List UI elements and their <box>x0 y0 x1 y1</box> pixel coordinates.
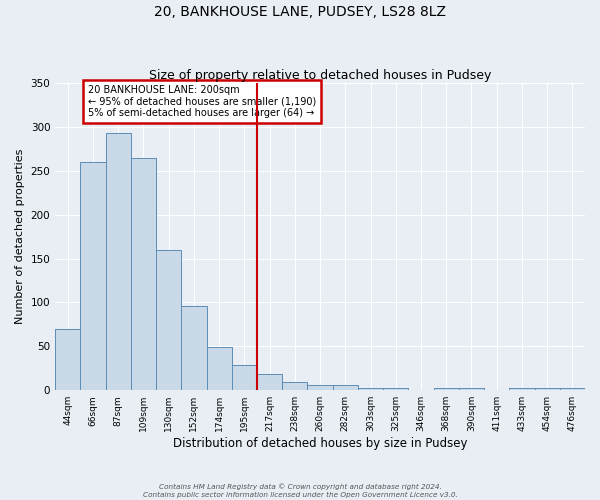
Text: 20 BANKHOUSE LANE: 200sqm
← 95% of detached houses are smaller (1,190)
5% of sem: 20 BANKHOUSE LANE: 200sqm ← 95% of detac… <box>88 85 316 118</box>
Text: 20, BANKHOUSE LANE, PUDSEY, LS28 8LZ: 20, BANKHOUSE LANE, PUDSEY, LS28 8LZ <box>154 5 446 19</box>
Bar <box>156 250 181 390</box>
Bar <box>80 162 106 390</box>
Bar <box>257 374 282 390</box>
Bar <box>383 388 409 390</box>
Bar <box>535 388 560 390</box>
Bar <box>509 388 535 390</box>
Text: Contains HM Land Registry data © Crown copyright and database right 2024.
Contai: Contains HM Land Registry data © Crown c… <box>143 484 457 498</box>
Bar <box>106 133 131 390</box>
Bar <box>307 385 332 390</box>
Bar <box>55 329 80 390</box>
Bar <box>332 385 358 390</box>
Y-axis label: Number of detached properties: Number of detached properties <box>15 149 25 324</box>
X-axis label: Distribution of detached houses by size in Pudsey: Distribution of detached houses by size … <box>173 437 467 450</box>
Bar <box>560 388 585 390</box>
Bar <box>282 382 307 390</box>
Bar <box>206 347 232 390</box>
Bar <box>459 388 484 390</box>
Bar <box>131 158 156 390</box>
Bar <box>358 388 383 390</box>
Bar <box>434 388 459 390</box>
Bar <box>181 306 206 390</box>
Title: Size of property relative to detached houses in Pudsey: Size of property relative to detached ho… <box>149 69 491 82</box>
Bar <box>232 365 257 390</box>
